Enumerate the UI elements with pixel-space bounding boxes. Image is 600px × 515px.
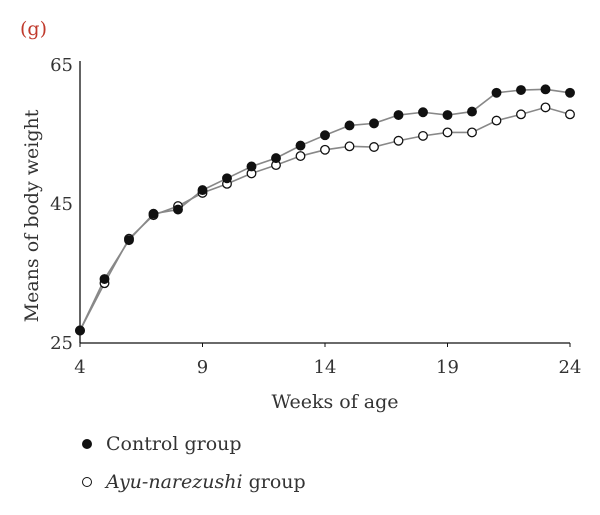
control-data-point: [491, 87, 502, 98]
legend-label-ayu-suffix: group: [242, 471, 306, 493]
control-data-point: [565, 87, 575, 98]
x-tick-label: 4: [74, 357, 85, 378]
y-tick-label: 25: [50, 333, 73, 354]
ayu-data-point: [467, 127, 477, 138]
x-tick-label: 19: [436, 357, 459, 378]
control-data-point: [222, 173, 232, 184]
ayu-data-point: [393, 135, 404, 146]
control-data-point: [344, 120, 355, 131]
ayu-data-point: [491, 115, 502, 126]
control-data-point: [246, 161, 257, 172]
legend-label-ayu-italic: Ayu-narezushi: [106, 471, 243, 493]
y-axis-label: Means of body weight: [21, 109, 43, 322]
x-tick-label: 24: [559, 357, 582, 378]
control-data-point: [442, 110, 453, 120]
control-data-point: [173, 204, 183, 215]
ayu-data-point: [540, 102, 551, 113]
control-data-point: [393, 110, 404, 120]
control-data-point: [197, 185, 208, 196]
ayu-data-point: [516, 109, 526, 120]
ayu-data-point: [295, 151, 306, 161]
ayu-data-point: [442, 127, 453, 138]
ayu-data-point: [344, 141, 355, 152]
legend-entry-ayu: Ayu-narezushi group: [82, 471, 306, 493]
control-data-point: [516, 85, 526, 95]
control-data-point: [148, 208, 159, 219]
control-data-point: [369, 118, 379, 129]
control-data-point: [295, 140, 306, 151]
legend-marker-ayu: [82, 477, 92, 487]
control-data-point: [75, 325, 85, 336]
x-tick-label: 14: [314, 357, 337, 378]
x-axis-label: Weeks of age: [271, 391, 398, 413]
ayu-data-point: [565, 109, 575, 120]
legend-label-control: Control group: [106, 433, 242, 455]
control-data-point: [271, 153, 281, 164]
ayu-data-point: [418, 130, 428, 141]
x-tick-label: 9: [197, 357, 208, 378]
control-data-point: [99, 274, 110, 285]
control-data-point: [320, 130, 330, 141]
legend-label-ayu: Ayu-narezushi group: [106, 471, 306, 493]
y-tick-label: 45: [50, 194, 73, 215]
control-data-point: [540, 84, 551, 95]
legend-marker-control: [82, 439, 92, 449]
control-data-point: [418, 107, 428, 118]
control-data-point: [124, 235, 134, 246]
panel-label: (g): [20, 18, 47, 40]
ayu-data-point: [369, 142, 379, 152]
control-data-point: [467, 106, 477, 117]
y-tick-label: 65: [50, 55, 73, 76]
legend-entry-control: Control group: [82, 433, 242, 455]
ayu-data-point: [320, 144, 330, 155]
